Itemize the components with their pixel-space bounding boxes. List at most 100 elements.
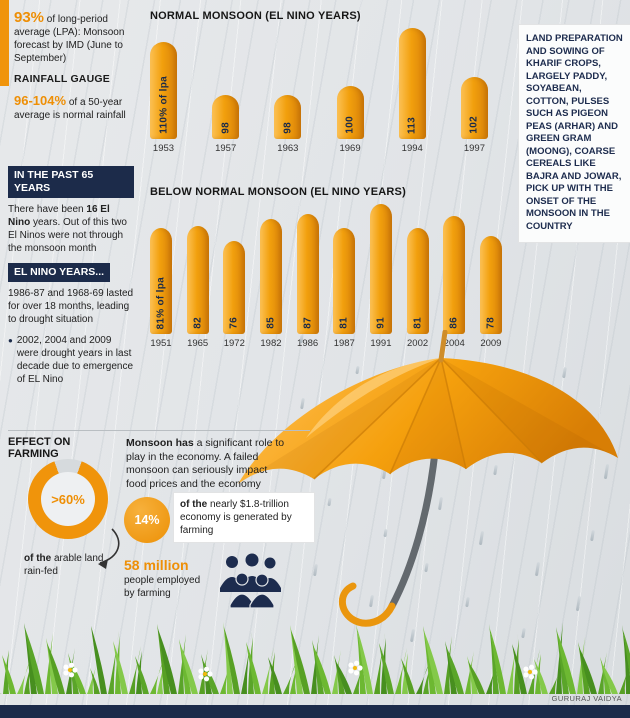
past-65-years-block: IN THE PAST 65 YEARS There have been 16 … bbox=[8, 166, 134, 386]
bar-value-label: 98 bbox=[220, 122, 232, 134]
drought-years-bullet: ● 2002, 2004 and 2009 were drought years… bbox=[8, 334, 134, 386]
bar-year-label: 1982 bbox=[260, 338, 282, 349]
forecast-text: of long-period average (LPA): Monsoon fo… bbox=[14, 14, 125, 64]
umbrella-pole bbox=[338, 448, 439, 627]
economy-share-bold: of the bbox=[180, 499, 208, 510]
bar-1957: 98 bbox=[212, 95, 240, 139]
bar-value-label: 91 bbox=[375, 317, 387, 329]
bar-year-label: 1991 bbox=[370, 338, 392, 349]
bar-value-label: 82 bbox=[192, 317, 204, 329]
bar-year-label: 1951 bbox=[150, 338, 172, 349]
bar-year-label: 1987 bbox=[333, 338, 355, 349]
bar-value-label: 100 bbox=[344, 116, 356, 134]
bar-year-label: 1986 bbox=[297, 338, 319, 349]
credit-byline: GURURAJ VAIDYA bbox=[551, 694, 622, 703]
donut-caption-rest: arable land rain-fed bbox=[24, 553, 104, 577]
umbrella-illustration bbox=[238, 330, 618, 627]
bar-column-1991: 91 1991 bbox=[369, 204, 392, 349]
past-65-years-body: There have been 16 El Nino years. Out of… bbox=[8, 203, 134, 255]
bar-value-label: 85 bbox=[265, 317, 277, 329]
past65-rest: years. Out of this two El Ninos were not… bbox=[8, 217, 127, 255]
donut-caption-bold: of the bbox=[24, 553, 52, 564]
bar-column-1953: 110% of lpa 1953 bbox=[150, 42, 177, 154]
economy-share-box: of the nearly $1.8-trillion economy is g… bbox=[174, 493, 314, 542]
bar-column-1982: 85 1982 bbox=[259, 219, 282, 349]
bar-value-label: 81% of lpa bbox=[155, 276, 167, 329]
bar-1969: 100 bbox=[336, 86, 364, 139]
umbrella-ferrule bbox=[438, 330, 448, 363]
bar-year-label: 2002 bbox=[407, 338, 429, 349]
accent-strip bbox=[0, 0, 9, 86]
people-icon bbox=[220, 553, 281, 609]
monsoon-rest: a significant role to play in the econom… bbox=[126, 437, 285, 490]
bar-1994: 113 bbox=[398, 28, 426, 139]
bar-1986: 87 bbox=[296, 214, 319, 334]
bar-1972: 76 bbox=[223, 241, 246, 334]
bullet-icon: ● bbox=[8, 336, 13, 346]
donut-hole: >60% bbox=[41, 472, 95, 526]
bar-column-2002: 81 2002 bbox=[406, 228, 429, 349]
bar-column-2009: 78 2009 bbox=[479, 236, 502, 349]
bar-value-label: 81 bbox=[338, 317, 350, 329]
donut-caption: of the arable land rain-fed bbox=[24, 553, 120, 578]
bar-year-label: 2009 bbox=[480, 338, 502, 349]
normal-monsoon-chart-title: NORMAL MONSOON (EL NINO YEARS) bbox=[150, 10, 361, 22]
bar-column-1972: 76 1972 bbox=[223, 241, 246, 349]
bar-year-label: 2004 bbox=[443, 338, 465, 349]
bar-2004: 86 bbox=[443, 216, 466, 334]
monsoon-bold: Monsoon has bbox=[126, 437, 194, 449]
employment-value: 58 million bbox=[124, 557, 189, 573]
bar-year-label: 1972 bbox=[223, 338, 245, 349]
bar-year-label: 1997 bbox=[463, 143, 485, 154]
bar-year-label: 1957 bbox=[215, 143, 237, 154]
bar-column-1969: 100 1969 bbox=[336, 86, 364, 154]
bar-1991: 91 bbox=[369, 204, 392, 334]
effect-on-farming-section: EFFECT ON FARMING Monsoon has a signific… bbox=[8, 430, 314, 636]
bar-column-2004: 86 2004 bbox=[443, 216, 466, 349]
monsoon-economy-paragraph: Monsoon has a significant role to play i… bbox=[126, 437, 286, 492]
bar-value-label: 87 bbox=[302, 317, 314, 329]
el-nino-years-heading: EL NINO YEARS... bbox=[8, 263, 111, 283]
arrow-icon bbox=[98, 528, 120, 569]
percent-14-circle: 14% bbox=[124, 497, 170, 543]
donut-chart: >60% bbox=[28, 459, 108, 539]
kharif-crops-panel: LAND PREPARATION AND SOWING OF KHARIF CR… bbox=[518, 24, 630, 243]
bar-1982: 85 bbox=[259, 219, 282, 334]
bar-value-label: 110% of lpa bbox=[158, 76, 169, 134]
bar-column-1951: 81% of lpa 1951 bbox=[150, 228, 172, 349]
bar-column-1987: 81 1987 bbox=[333, 228, 356, 349]
forecast-text-line: 93% of long-period average (LPA): Monsoo… bbox=[14, 8, 136, 66]
bar-value-label: 113 bbox=[406, 116, 418, 134]
drought-years-text: 2002, 2004 and 2009 were drought years i… bbox=[16, 335, 134, 386]
el-nino-years-body: 1986-87 and 1968-69 lasted for over 18 m… bbox=[8, 288, 134, 326]
economy-share-rest: nearly $1.8-trillion economy is generate… bbox=[180, 499, 292, 536]
bar-1963: 98 bbox=[274, 95, 302, 139]
bar-2002: 81 bbox=[406, 228, 429, 334]
umbrella-canopy bbox=[238, 357, 618, 484]
bar-column-1963: 98 1963 bbox=[274, 95, 302, 154]
forecast-block: 93% of long-period average (LPA): Monsoo… bbox=[14, 8, 136, 130]
donut-value: >60% bbox=[51, 491, 85, 507]
normal-monsoon-chart: NORMAL MONSOON (EL NINO YEARS) 110% of l… bbox=[150, 10, 488, 154]
bar-1953: 110% of lpa bbox=[150, 42, 177, 139]
gauge-text: of a 50-year average is normal rainfall bbox=[14, 97, 126, 121]
normal-monsoon-bars: 110% of lpa 1953 98 1957 98 1963 100 1969 113 199… bbox=[150, 28, 488, 154]
gauge-text-line: 96-104% of a 50-year average is normal r… bbox=[14, 93, 136, 123]
bar-value-label: 102 bbox=[468, 116, 480, 134]
bar-year-label: 1953 bbox=[152, 143, 175, 154]
gauge-percent: 96-104% bbox=[14, 93, 67, 109]
bar-value-label: 81 bbox=[412, 317, 424, 329]
grass-illustration bbox=[0, 622, 630, 694]
bar-1997: 102 bbox=[460, 77, 488, 139]
bar-1965: 82 bbox=[186, 226, 209, 334]
bar-column-1957: 98 1957 bbox=[212, 95, 240, 154]
bar-value-label: 78 bbox=[485, 317, 497, 329]
bar-year-label: 1965 bbox=[187, 338, 209, 349]
rainfall-gauge-title: RAINFALL GAUGE bbox=[14, 72, 110, 85]
below-normal-monsoon-chart-title: BELOW NORMAL MONSOON (EL NINO YEARS) bbox=[150, 186, 406, 198]
bar-1987: 81 bbox=[333, 228, 356, 334]
bar-year-label: 1994 bbox=[401, 143, 423, 154]
past65-lead: There have been bbox=[8, 204, 87, 216]
bar-value-label: 76 bbox=[228, 317, 240, 329]
